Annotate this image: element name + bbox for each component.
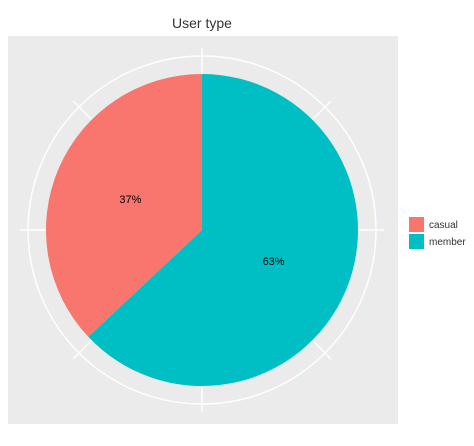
grid-tick bbox=[72, 100, 93, 121]
pie-slices bbox=[46, 74, 359, 386]
pie-slice-member bbox=[88, 74, 359, 386]
grid-tick bbox=[72, 339, 93, 360]
legend-key-member bbox=[409, 234, 424, 249]
chart-title: User type bbox=[172, 15, 232, 31]
pie-slice-casual bbox=[46, 74, 202, 337]
legend-label-member: member bbox=[429, 237, 466, 248]
slice-label-casual: 37% bbox=[119, 194, 141, 206]
slice-label-member: 63% bbox=[263, 256, 285, 268]
slice-labels: 37% 63% bbox=[119, 194, 284, 268]
legend: casual member bbox=[409, 217, 466, 249]
legend-key-casual bbox=[409, 217, 424, 232]
grid-ticks bbox=[20, 48, 384, 412]
grid-tick bbox=[311, 339, 332, 360]
grid-tick bbox=[311, 100, 332, 121]
legend-label-casual: casual bbox=[429, 220, 458, 231]
